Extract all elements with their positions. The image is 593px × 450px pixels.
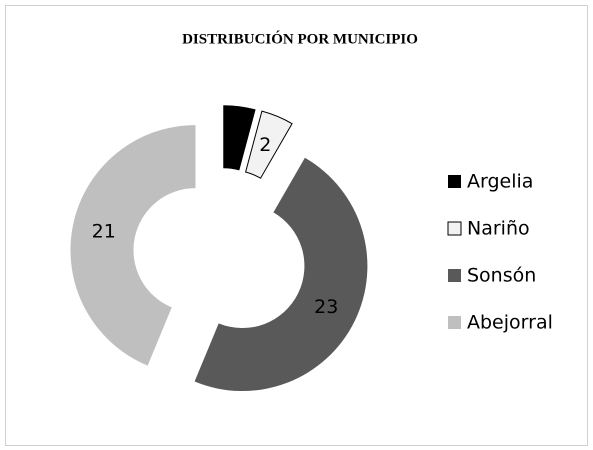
data-label: 2 [229,126,241,148]
legend-label: Nariño [467,218,530,240]
legend-swatch [448,316,461,329]
donut-slice [223,105,256,171]
data-label: 21 [92,220,116,242]
legend-swatch [447,221,462,236]
legend-label: Abejorral [467,312,553,334]
legend-swatch [448,269,461,282]
legend-label: Sonsón [467,265,536,287]
donut-slice [194,157,368,392]
legend-swatch [448,175,461,188]
data-label: 23 [314,296,338,318]
legend-label: Argelia [467,171,533,193]
donut-slice [245,110,293,179]
donut-slice [70,125,196,366]
chart-title: DISTRIBUCIÓN POR MUNICIPIO [182,30,418,47]
data-label: 2 [259,134,271,156]
